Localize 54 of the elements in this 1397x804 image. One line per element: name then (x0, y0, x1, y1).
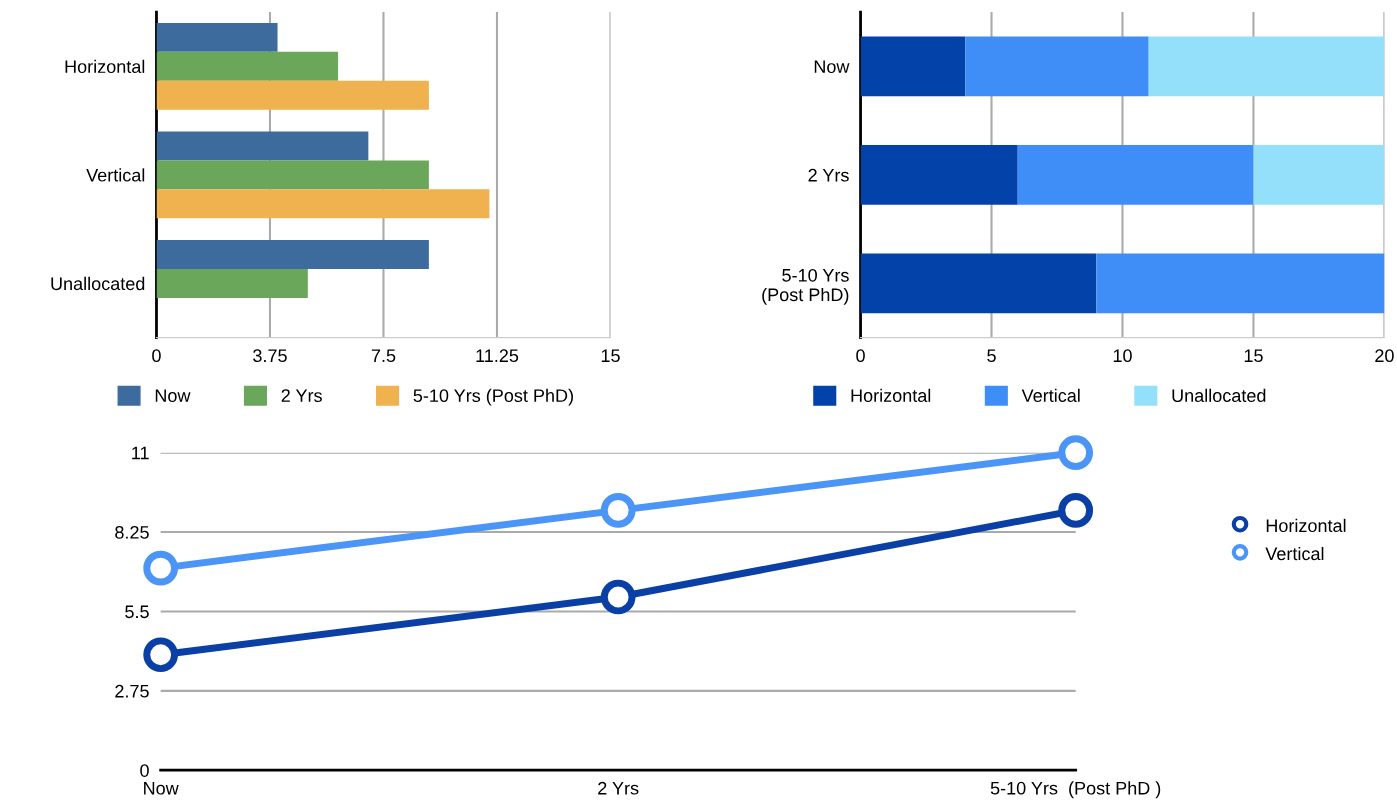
legend-label: Vertical (1021, 388, 1080, 403)
bar (156, 131, 369, 161)
x-tick-label: 7.5 (371, 349, 396, 363)
y-tick-label: Unallocated (51, 276, 145, 291)
point (143, 550, 179, 586)
point (1058, 493, 1094, 528)
bar (156, 268, 308, 298)
y-tick-label: 2 Yrs (808, 168, 849, 182)
legend-label: Now (155, 389, 191, 403)
x-tick-label: 3.75 (253, 349, 287, 363)
bar (965, 36, 1149, 97)
x-tick-label: 15 (1244, 349, 1263, 363)
bar (860, 36, 966, 97)
legend-label: 2 Yrs (281, 389, 322, 403)
bar (156, 51, 339, 81)
bar (156, 22, 278, 52)
point (600, 579, 636, 615)
y-tick-label: Now (814, 60, 850, 74)
bar (1096, 253, 1385, 314)
bar (1253, 145, 1385, 205)
legend-label: Horizontal (1266, 518, 1346, 533)
y-tick-label: 8.25 (115, 525, 149, 539)
x-tick-label: 15 (601, 349, 620, 363)
y-tick-label: 0 (140, 764, 149, 777)
x-tick-label: 2 Yrs (598, 781, 639, 795)
legend-label: Unallocated (1172, 388, 1266, 403)
x-tick-label: 0 (856, 349, 865, 363)
bar (156, 80, 429, 110)
x-tick-label: 11.25 (476, 349, 519, 363)
y-tick-label: 5-10 Yrs (Post PhD) (762, 268, 849, 305)
point (1058, 435, 1094, 471)
legend-label: Vertical (1265, 546, 1324, 561)
bar (860, 253, 1097, 314)
point (600, 493, 636, 528)
y-tick-label: 2.75 (115, 684, 149, 698)
bar (1017, 145, 1254, 205)
y-tick-label: 5.5 (125, 605, 149, 619)
x-tick-label: 10 (1113, 349, 1132, 363)
y-tick-label: Vertical (86, 168, 145, 182)
x-tick-label: 0 (152, 349, 161, 363)
y-tick-label: 11 (132, 446, 149, 460)
bar (156, 239, 429, 269)
bar (1148, 36, 1385, 97)
x-tick-label: 5-10 Yrs (Post PhD ) (990, 781, 1161, 799)
legend-label: Horizontal (851, 388, 931, 403)
x-tick-label: Now (144, 782, 179, 795)
y-tick-label: Horizontal (65, 59, 145, 74)
legend-label: 5-10 Yrs (Post PhD) (413, 388, 573, 406)
bar (156, 189, 490, 219)
x-tick-label: 20 (1375, 349, 1394, 363)
bar (156, 160, 429, 190)
bar (860, 145, 1018, 205)
x-tick-label: 5 (987, 349, 996, 363)
point (143, 637, 179, 673)
